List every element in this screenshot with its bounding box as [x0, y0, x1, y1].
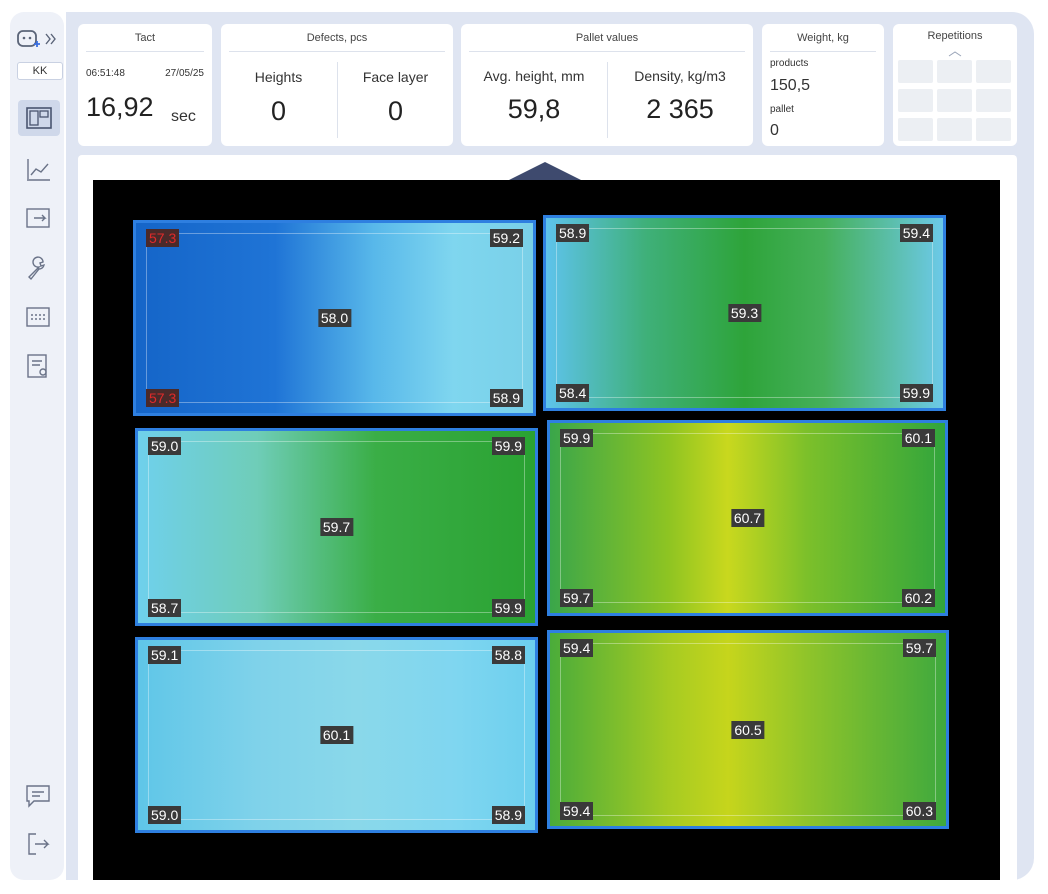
tact-card: Tact 06:51:48 27/05/25 16,92 sec: [78, 24, 212, 146]
height-label: 59.2: [489, 229, 523, 247]
height-label: 59.9: [560, 429, 594, 447]
height-label: 60.7: [730, 509, 765, 527]
weight-value: 0: [770, 122, 779, 139]
sidebar: [10, 12, 64, 880]
weight-label: products: [770, 58, 809, 69]
height-label: 59.0: [148, 437, 182, 455]
nav-layers[interactable]: [24, 303, 52, 331]
metric-label: Face layer: [362, 69, 429, 85]
product-tile: 59.1 58.8 60.1 59.0 58.9: [135, 637, 538, 833]
height-label: 59.9: [491, 599, 525, 617]
repetition-cell[interactable]: [976, 89, 1011, 112]
height-label: 59.9: [899, 384, 933, 402]
metric-value: 0: [387, 96, 404, 126]
repetition-cell[interactable]: [937, 60, 972, 83]
height-label: 59.7: [560, 589, 594, 607]
assistant-icon[interactable]: [16, 28, 62, 52]
product-tile: 59.0 59.9 59.7 58.7 59.9: [135, 428, 538, 626]
nav-charts[interactable]: [24, 155, 52, 183]
repetition-cell[interactable]: [898, 118, 933, 141]
height-label: 57.3: [146, 389, 180, 407]
caret: [948, 51, 962, 57]
metric-label: Density, kg/m3: [634, 68, 726, 84]
height-label: 60.1: [319, 726, 354, 744]
card-title: Tact: [134, 32, 156, 44]
height-label: 59.7: [319, 518, 354, 536]
tact-value: 16,92: [86, 92, 154, 122]
height-label: 59.4: [560, 802, 594, 820]
nav-messages[interactable]: [24, 782, 52, 810]
repetitions-card: Repetitions: [893, 24, 1017, 146]
repetition-cell[interactable]: [937, 89, 972, 112]
metric-label: Heights: [254, 69, 303, 85]
height-label: 57.3: [146, 229, 180, 247]
repetition-cell[interactable]: [976, 60, 1011, 83]
card-title: Defects, pcs: [306, 32, 368, 44]
weight-card: Weight, kg products 150,5 pallet 0: [762, 24, 884, 146]
height-label: 59.0: [148, 806, 182, 824]
repetition-cell[interactable]: [976, 118, 1011, 141]
card-title: Pallet values: [575, 32, 639, 44]
product-tile: 59.4 59.7 60.5 59.4 60.3: [547, 630, 949, 829]
product-tile: 57.3 59.2 58.0 57.3 58.9: [133, 220, 536, 416]
height-label: 59.7: [902, 639, 936, 657]
card-title: Repetitions: [927, 30, 983, 42]
nav-logout[interactable]: [24, 830, 52, 858]
height-label: 58.9: [489, 389, 523, 407]
metric-value: 59,8: [507, 94, 561, 124]
height-label: 58.8: [491, 646, 525, 664]
user-badge[interactable]: KK: [17, 62, 63, 80]
height-label: 60.2: [901, 589, 935, 607]
height-label: 59.4: [899, 224, 933, 242]
metric-value: 2 365: [646, 94, 714, 124]
nav-reports[interactable]: [24, 352, 52, 380]
card-title: Weight, kg: [797, 32, 849, 44]
repetition-cell[interactable]: [937, 118, 972, 141]
heightmap: 57.3 59.2 58.0 57.3 58.9 58.9 59.4 59.3 58.4 59.9…: [93, 180, 1000, 880]
nav-dashboard[interactable]: [18, 100, 60, 136]
height-label: 58.4: [556, 384, 590, 402]
tact-time: 06:51:48: [86, 68, 125, 79]
height-label: 58.0: [317, 309, 352, 327]
tact-date: 27/05/25: [165, 68, 204, 79]
height-label: 59.9: [491, 437, 525, 455]
height-label: 58.7: [148, 599, 182, 617]
panel-pointer: [507, 162, 583, 181]
metric-label: Avg. height, mm: [483, 68, 585, 84]
pallet-card: Pallet values Avg. height, mm 59,8 Densi…: [461, 24, 753, 146]
metric-value: 0: [270, 96, 287, 126]
weight-value: 150,5: [770, 77, 811, 94]
height-label: 60.3: [902, 802, 936, 820]
product-tile: 59.9 60.1 60.7 59.7 60.2: [547, 420, 948, 616]
nav-settings[interactable]: [24, 254, 52, 282]
height-label: 59.1: [148, 646, 182, 664]
height-label: 59.4: [560, 639, 594, 657]
tact-unit: sec: [171, 108, 196, 125]
height-label: 58.9: [491, 806, 525, 824]
height-label: 60.5: [731, 720, 765, 739]
repetition-cell[interactable]: [898, 89, 933, 112]
defects-card: Defects, pcs Heights 0 Face layer 0: [221, 24, 453, 146]
height-label: 59.3: [727, 304, 762, 322]
height-label: 60.1: [901, 429, 935, 447]
product-tile: 58.9 59.4 59.3 58.4 59.9: [543, 215, 946, 411]
height-label: 58.9: [556, 224, 590, 242]
weight-label: pallet: [770, 104, 794, 115]
nav-export[interactable]: [24, 204, 52, 232]
repetition-cell[interactable]: [898, 60, 933, 83]
